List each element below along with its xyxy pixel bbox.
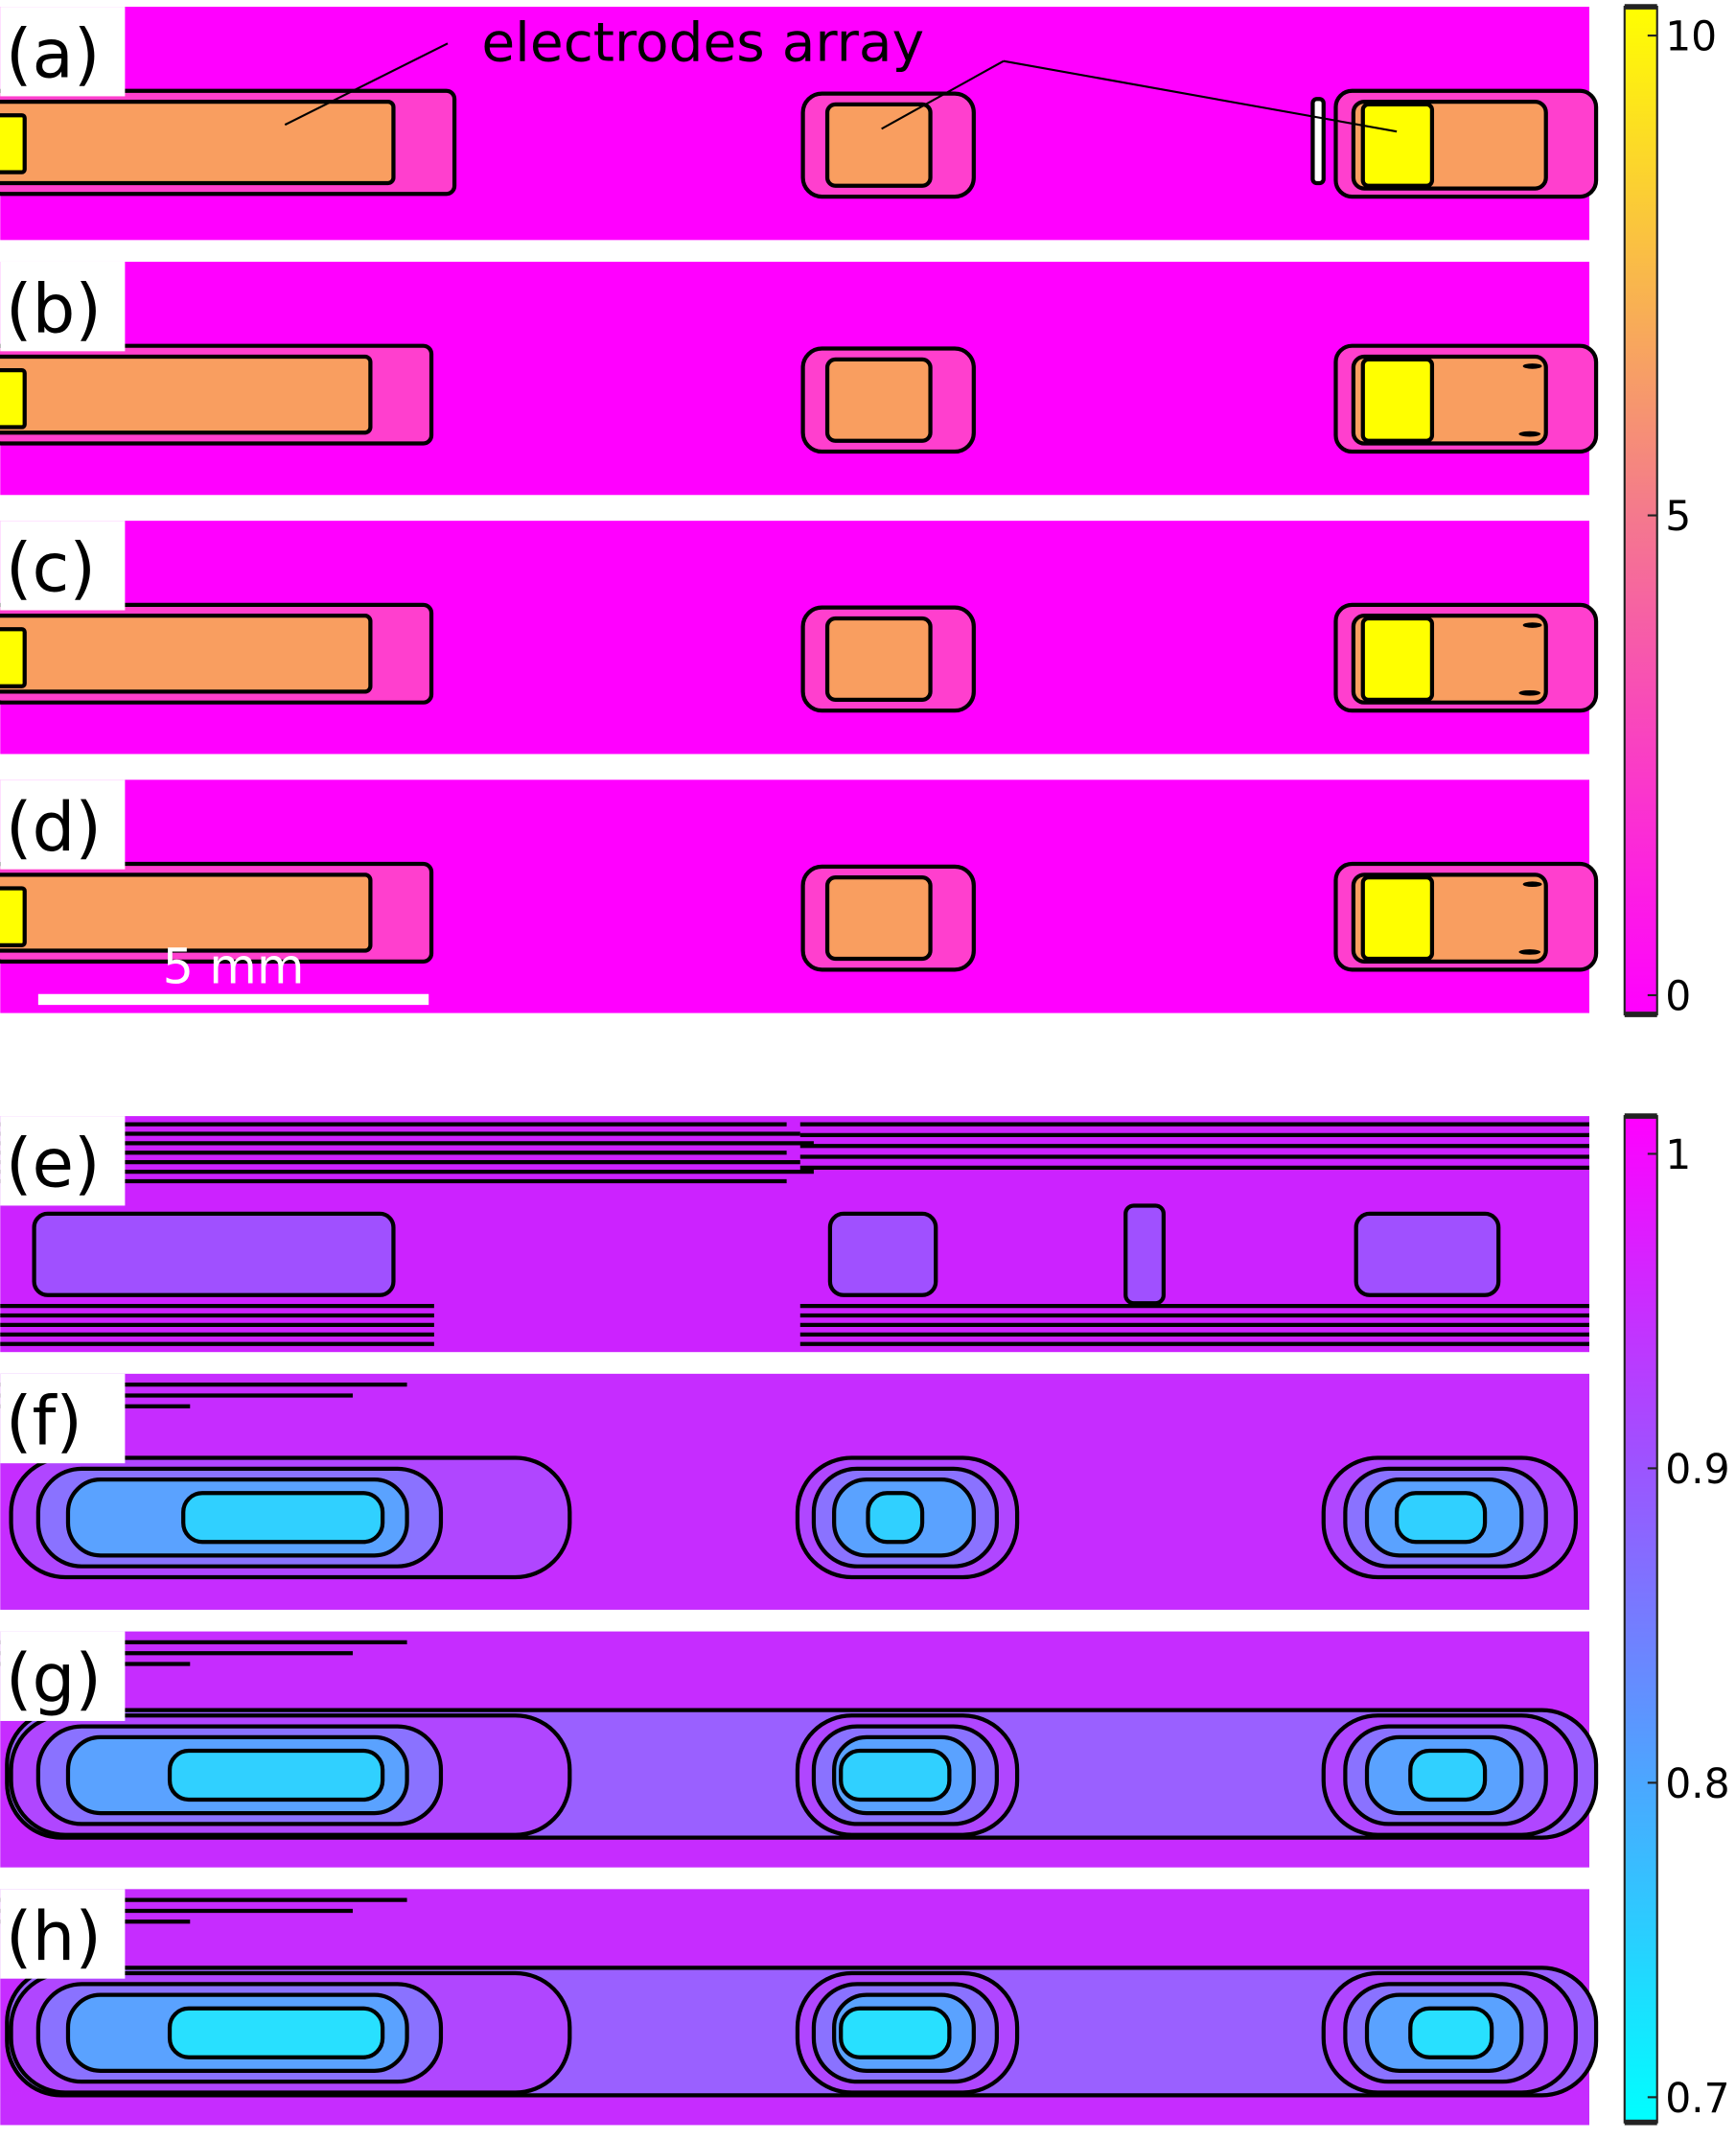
contour-region bbox=[0, 368, 27, 430]
contour-region bbox=[167, 1748, 385, 1803]
label-box bbox=[0, 1373, 126, 1464]
contour-region bbox=[1408, 1748, 1488, 1803]
contour-region bbox=[824, 102, 933, 188]
contour-region bbox=[1354, 1211, 1501, 1297]
contour-region bbox=[0, 614, 373, 694]
contour-region bbox=[1360, 875, 1435, 962]
contour-region bbox=[1123, 1203, 1166, 1306]
scale-bar-label: 5 mm bbox=[163, 939, 305, 995]
colorbar-tick-label: 0 bbox=[1665, 974, 1691, 1021]
contour-line bbox=[1518, 689, 1541, 696]
annotation: electrodes array bbox=[481, 12, 924, 75]
leader-line bbox=[284, 42, 449, 127]
label-box bbox=[0, 1116, 126, 1206]
contour-region bbox=[181, 1491, 385, 1545]
colorbar bbox=[1623, 1115, 1658, 2124]
colorbar-tick-label: 10 bbox=[1665, 14, 1717, 61]
panel-label: (a) bbox=[6, 14, 101, 94]
contour-line bbox=[1518, 949, 1541, 955]
contour-region bbox=[0, 113, 27, 174]
contour-region bbox=[824, 616, 933, 702]
contour-region bbox=[839, 2006, 952, 2059]
label-box bbox=[0, 521, 126, 611]
colorbar-tick-label: 0.7 bbox=[1665, 2076, 1729, 2123]
panel-label: (d) bbox=[6, 787, 102, 867]
contour-region bbox=[1360, 357, 1435, 443]
contour-region bbox=[866, 1491, 925, 1545]
contour-region bbox=[0, 886, 27, 947]
contour-region bbox=[1360, 102, 1435, 188]
panel-label: (f) bbox=[6, 1381, 82, 1460]
colorbar-tick-label: 1 bbox=[1665, 1132, 1691, 1179]
colorbar-tick-label: 5 bbox=[1665, 494, 1691, 541]
contour-region bbox=[0, 354, 373, 435]
leader-line bbox=[881, 59, 1005, 130]
panel-label: (h) bbox=[6, 1896, 102, 1976]
colorbar-tick-label: 0.9 bbox=[1665, 1447, 1729, 1494]
colorbar-tick-label: 0.8 bbox=[1665, 1761, 1729, 1808]
contour-region bbox=[827, 1211, 938, 1297]
panel-label: (e) bbox=[6, 1124, 101, 1203]
contour-region bbox=[824, 875, 933, 962]
label-box bbox=[0, 1631, 126, 1721]
contour-region bbox=[1360, 616, 1435, 702]
contour-region bbox=[0, 872, 373, 953]
contour-region bbox=[1395, 1491, 1488, 1545]
contour-region bbox=[0, 99, 396, 186]
contour-region bbox=[1310, 97, 1326, 186]
contour-region bbox=[167, 2006, 385, 2059]
contour-region bbox=[839, 1748, 952, 1803]
leader-line bbox=[1003, 59, 1398, 133]
label-box bbox=[0, 779, 126, 870]
panel-label: (g) bbox=[6, 1639, 102, 1718]
contour-line bbox=[1518, 430, 1541, 437]
label-box bbox=[0, 261, 126, 352]
contour-region bbox=[1408, 2006, 1494, 2059]
contour-line bbox=[1522, 622, 1542, 628]
panel-label: (b) bbox=[6, 269, 102, 349]
label-box bbox=[0, 1889, 126, 1979]
contour-region bbox=[32, 1211, 396, 1297]
contour-line bbox=[1522, 363, 1542, 369]
colorbar bbox=[1623, 6, 1658, 1016]
contour-region bbox=[0, 627, 27, 688]
contour-line bbox=[1522, 881, 1542, 888]
panel-label: (c) bbox=[6, 528, 96, 608]
label-box bbox=[0, 7, 126, 97]
contour-region bbox=[824, 357, 933, 443]
